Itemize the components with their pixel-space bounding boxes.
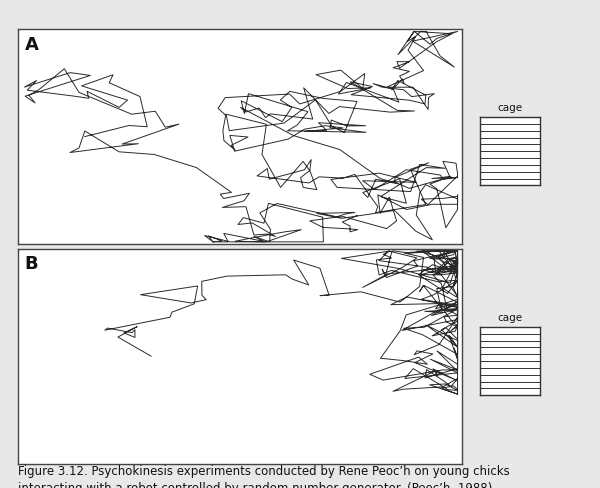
Text: cage: cage: [497, 313, 523, 323]
Text: B: B: [25, 255, 38, 273]
Text: cage: cage: [497, 103, 523, 113]
Text: A: A: [25, 36, 38, 54]
Text: Figure 3.12. Psychokinesis experiments conducted by Rene Peoc’h on young chicks
: Figure 3.12. Psychokinesis experiments c…: [18, 465, 510, 488]
